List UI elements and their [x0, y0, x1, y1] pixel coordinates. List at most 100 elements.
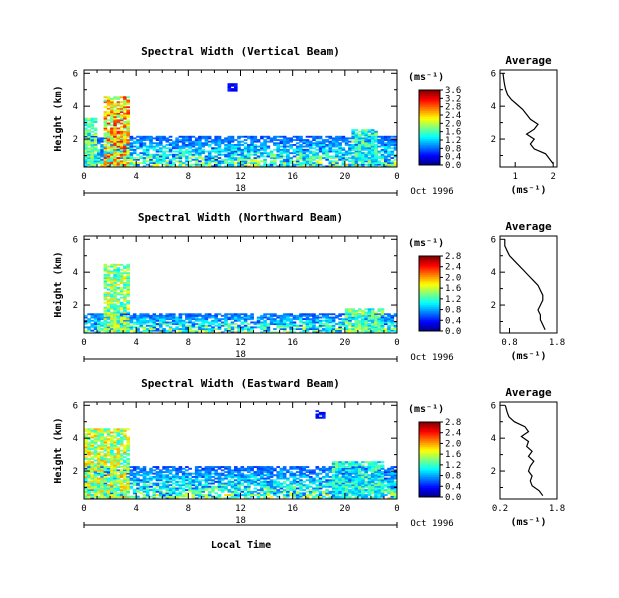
heatmap-cell [266, 326, 271, 329]
heatmap-cell [354, 142, 359, 145]
heatmap-cell [348, 140, 352, 143]
heatmap-cell [367, 142, 372, 145]
heatmap-cell [106, 318, 111, 321]
heatmap-cell [93, 137, 98, 140]
heatmap-cell [266, 329, 271, 332]
heatmap-cell [230, 329, 235, 332]
heatmap-cell [110, 285, 114, 288]
heatmap-cell [269, 492, 274, 495]
heatmap-cell [123, 162, 127, 164]
heatmap-cell [97, 490, 101, 493]
heatmap-cell [315, 142, 320, 145]
heatmap-cell [188, 139, 192, 141]
heatmap-cell [253, 472, 258, 475]
heatmap-cell [273, 318, 277, 321]
heatmap-cell [240, 140, 245, 143]
heatmap-cell [178, 477, 183, 480]
heatmap-cell [315, 326, 320, 329]
heatmap-cell [123, 300, 127, 302]
y-tick-label: 2 [73, 301, 78, 311]
heatmap-cell [230, 497, 235, 500]
heatmap-cell [204, 484, 209, 487]
heatmap-cell [119, 482, 124, 485]
heatmap-cell [357, 165, 362, 168]
heatmap-cell [276, 484, 280, 487]
heatmap-cell [295, 482, 300, 485]
heatmap-cell [338, 139, 342, 141]
heatmap-cell [87, 466, 91, 468]
heatmap-cell [286, 155, 290, 158]
heatmap-cell [357, 139, 362, 141]
heatmap-cell [361, 163, 365, 166]
colorbar-swatch [419, 286, 440, 289]
heatmap-cell [247, 152, 251, 155]
heatmap-cell [191, 480, 196, 483]
heatmap-cell [273, 487, 277, 490]
heatmap-cell [211, 329, 215, 332]
heatmap-cell [123, 494, 127, 496]
heatmap-cell [116, 109, 121, 112]
heatmap-cell [126, 148, 130, 151]
heatmap-cell [142, 482, 147, 485]
heatmap-cell [224, 314, 228, 317]
heatmap-cell [103, 466, 108, 468]
heatmap-cell [224, 323, 228, 325]
heatmap-cell [84, 319, 88, 322]
colorbar-swatch [419, 293, 440, 296]
heatmap-cell [97, 318, 101, 321]
heatmap-cell [152, 313, 157, 316]
heatmap-cell [110, 277, 114, 279]
heatmap-cell [126, 268, 130, 271]
heatmap-cell [106, 111, 111, 113]
heatmap-cell [126, 331, 130, 334]
heatmap-cell [273, 474, 277, 477]
heatmap-cell [380, 162, 385, 164]
heatmap-cell [103, 121, 108, 123]
heatmap-cell [113, 446, 117, 449]
heatmap-cell [295, 471, 300, 473]
heatmap-cell [103, 106, 108, 109]
heatmap-cell [357, 310, 362, 312]
heatmap-cell [188, 163, 192, 166]
colorbar-swatch [419, 159, 440, 162]
heatmap-cell [87, 433, 91, 436]
heatmap-cell [266, 145, 271, 148]
heatmap-cell [318, 324, 323, 327]
heatmap-cell [126, 130, 130, 133]
heatmap-cell [234, 485, 238, 488]
heatmap-cell [214, 497, 218, 500]
y-axis-label: Height (km) [52, 251, 64, 317]
heatmap-cell [198, 469, 202, 472]
heatmap-cell [276, 474, 280, 477]
heatmap-cell [149, 482, 153, 485]
profile-title: Average [505, 220, 552, 233]
heatmap-cell [279, 145, 284, 148]
heatmap-cell [116, 494, 121, 496]
heatmap-cell [292, 144, 297, 146]
heatmap-cell [256, 140, 261, 143]
heatmap-cell [305, 329, 310, 332]
heatmap-cell [240, 318, 245, 321]
heatmap-cell [90, 319, 95, 322]
colorbar-swatch [419, 123, 440, 127]
heatmap-cell [286, 140, 290, 143]
heatmap-cell [220, 153, 225, 156]
heatmap-cell [116, 311, 121, 314]
heatmap-cell [129, 474, 134, 477]
heatmap-cell [103, 280, 108, 283]
heatmap-cell [227, 137, 232, 140]
heatmap-cell [139, 326, 143, 329]
heatmap-cell [116, 462, 121, 465]
heatmap-cell [237, 495, 241, 498]
heatmap-cell [145, 471, 150, 473]
heatmap-cell [145, 160, 150, 163]
heatmap-cell [142, 472, 147, 475]
heatmap-cell [361, 313, 365, 316]
heatmap-cell [331, 160, 336, 163]
heatmap-cell [250, 472, 254, 475]
heatmap-cell [87, 318, 91, 321]
heatmap-cell [175, 140, 179, 143]
heatmap-cell [250, 495, 254, 498]
heatmap-cell [217, 326, 222, 329]
heatmap-cell [90, 471, 95, 473]
